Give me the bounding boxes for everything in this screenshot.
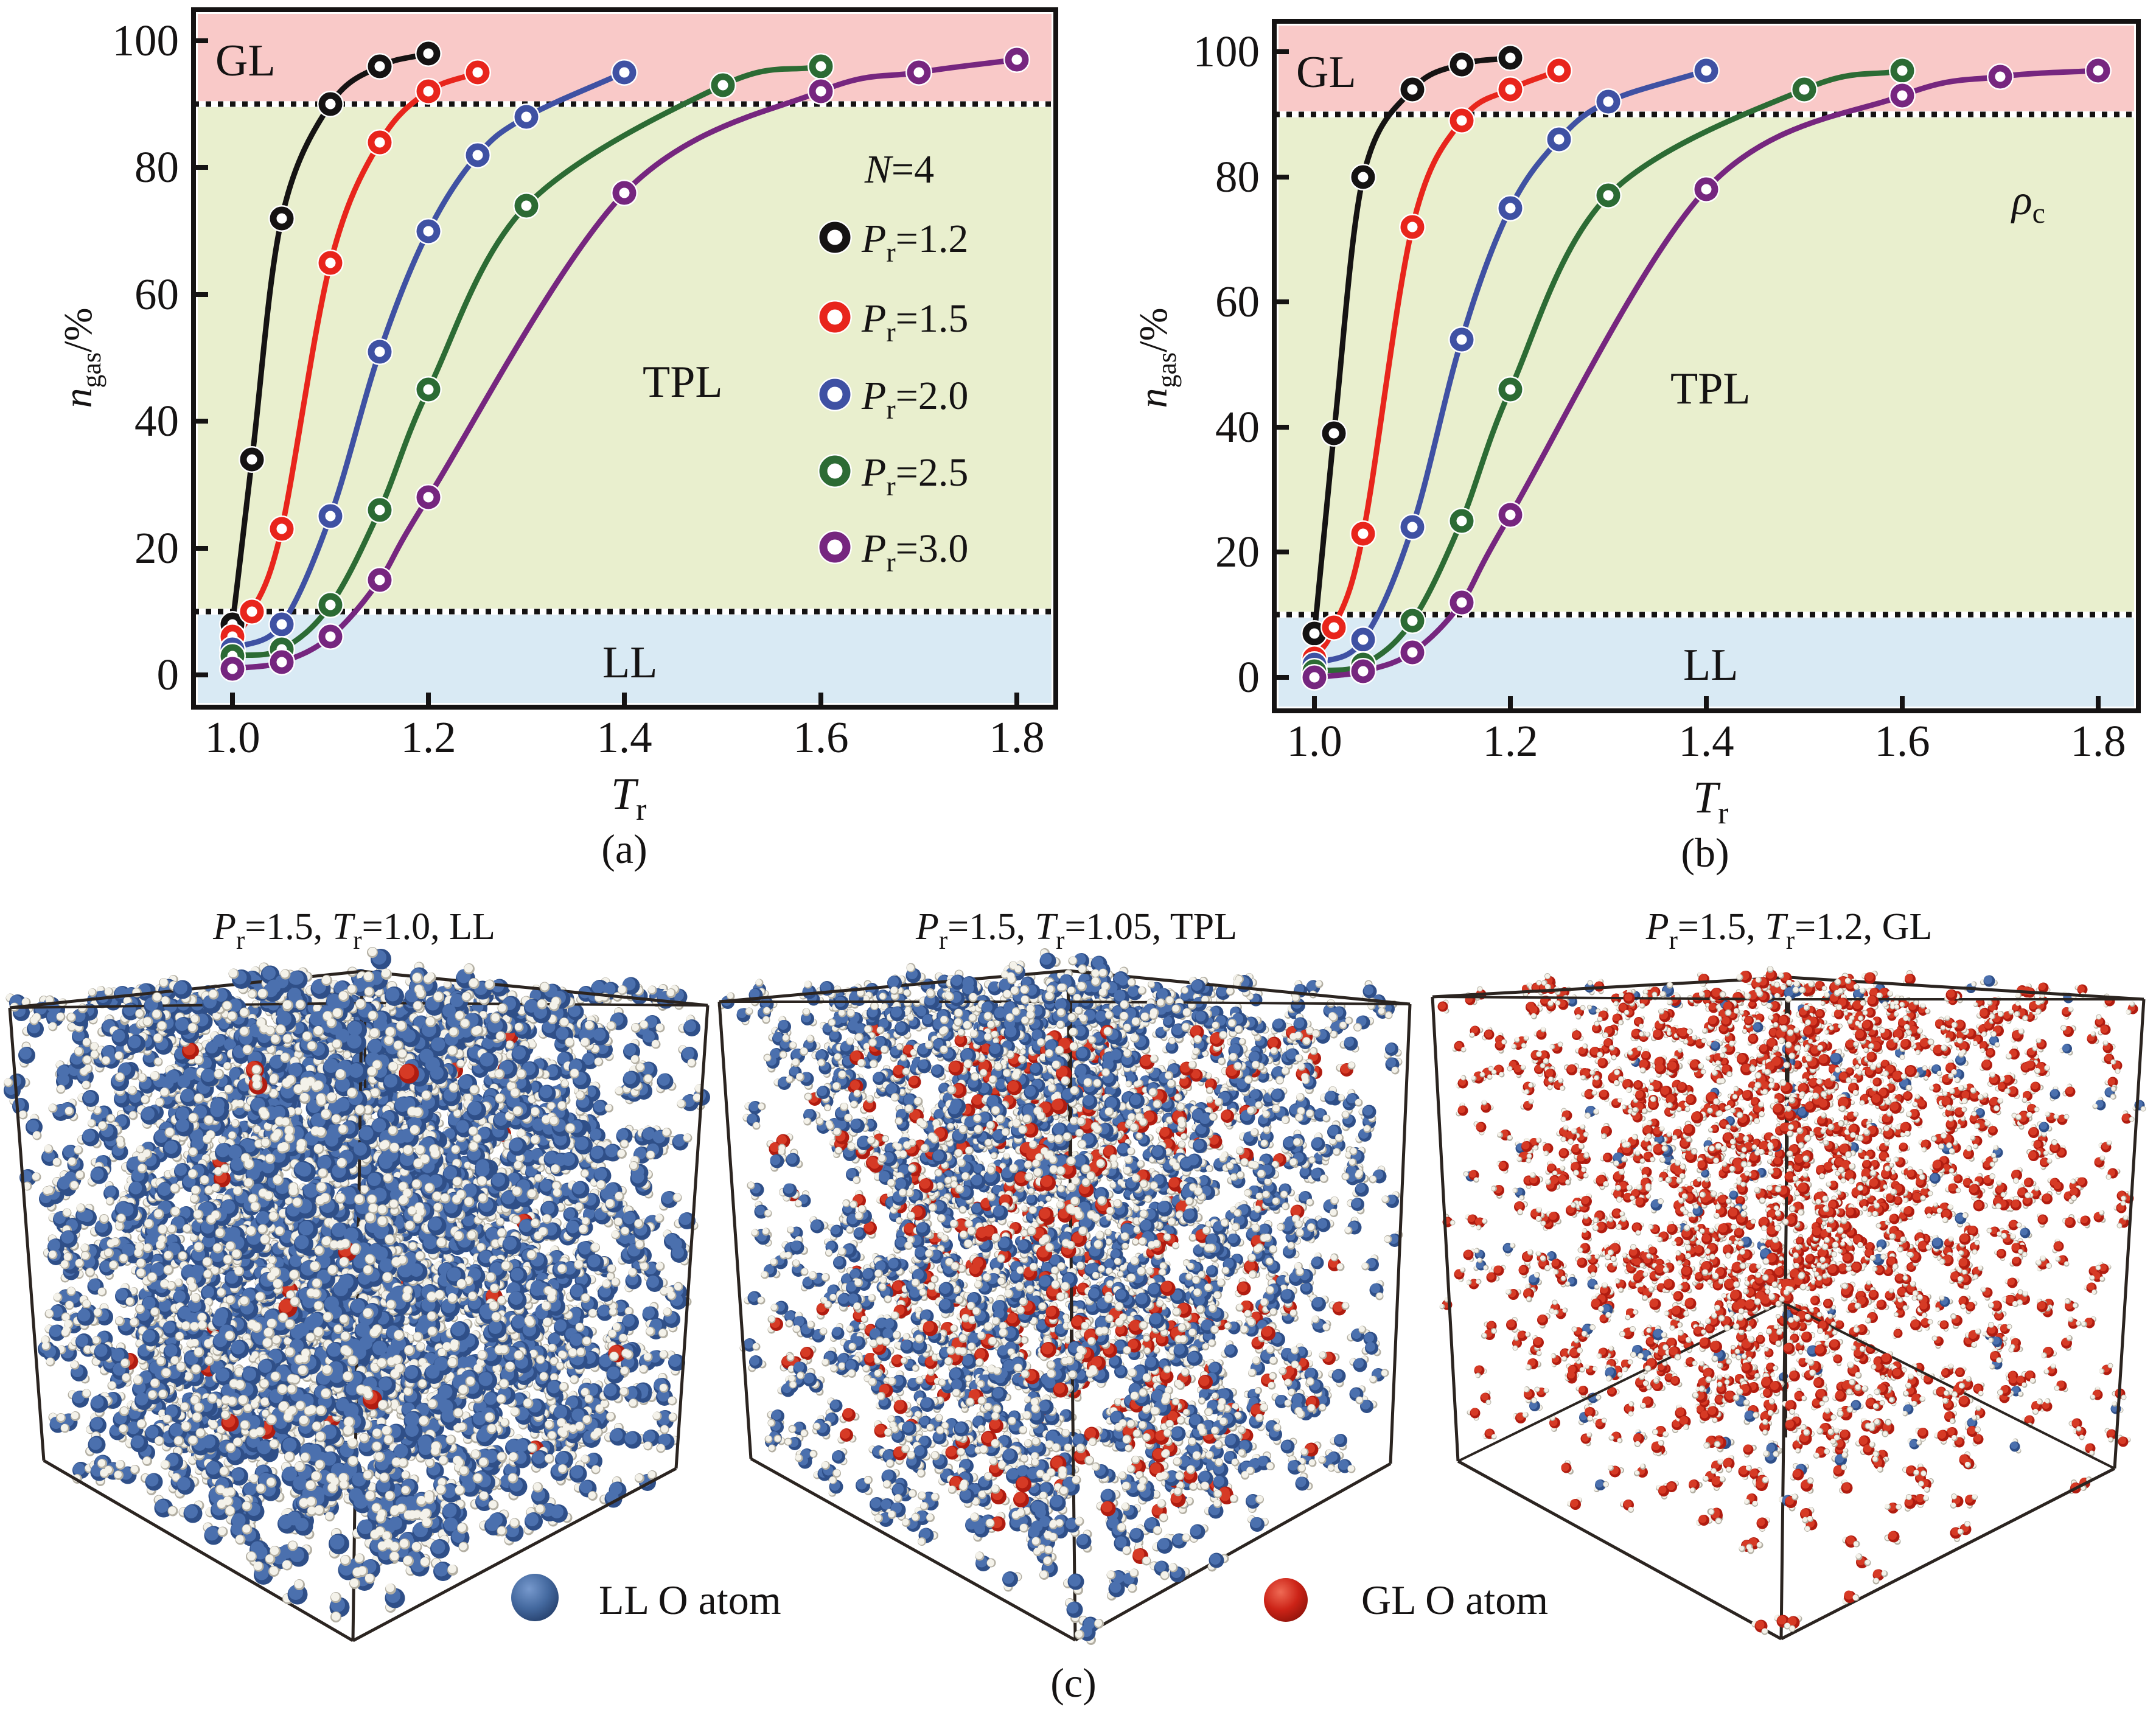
svg-text:GL O atom: GL O atom: [1361, 1577, 1548, 1623]
svg-text:Pr=2.0: Pr=2.0: [861, 374, 968, 425]
svg-text:40: 40: [134, 396, 179, 445]
svg-text:(c): (c): [1050, 1660, 1096, 1706]
svg-text:Pr=1.5, Tr=1.2, GL: Pr=1.5, Tr=1.2, GL: [1645, 906, 1933, 955]
svg-text:1.8: 1.8: [2070, 716, 2126, 766]
svg-text:TPL: TPL: [1670, 364, 1751, 414]
svg-text:(a): (a): [601, 826, 647, 872]
svg-text:20: 20: [134, 523, 179, 573]
svg-text:60: 60: [1215, 277, 1260, 326]
svg-text:1.8: 1.8: [989, 713, 1044, 762]
svg-text:1.4: 1.4: [1678, 716, 1734, 766]
svg-text:0: 0: [1238, 652, 1260, 702]
svg-text:(b): (b): [1681, 829, 1729, 876]
svg-text:N=4: N=4: [864, 147, 934, 192]
svg-text:LL: LL: [1683, 640, 1738, 690]
svg-text:0: 0: [157, 650, 180, 699]
svg-text:GL: GL: [1296, 47, 1356, 97]
svg-text:100: 100: [113, 16, 180, 65]
svg-text:1.6: 1.6: [1874, 716, 1930, 766]
svg-text:1.4: 1.4: [596, 713, 652, 762]
svg-text:20: 20: [1215, 527, 1260, 576]
svg-text:Pr=3.0: Pr=3.0: [861, 526, 968, 578]
svg-text:Pr=1.5, Tr=1.0, LL: Pr=1.5, Tr=1.0, LL: [212, 906, 495, 955]
svg-text:ngas/%: ngas/%: [56, 308, 106, 408]
svg-text:80: 80: [1215, 152, 1260, 201]
svg-text:LL: LL: [602, 638, 657, 688]
svg-text:80: 80: [134, 142, 179, 192]
svg-text:1.6: 1.6: [793, 713, 848, 762]
svg-text:1.0: 1.0: [1286, 716, 1342, 766]
svg-text:Pr=1.5, Tr=1.05, TPL: Pr=1.5, Tr=1.05, TPL: [915, 906, 1237, 955]
svg-text:40: 40: [1215, 402, 1260, 452]
svg-text:1.2: 1.2: [400, 713, 456, 762]
svg-text:TPL: TPL: [643, 357, 723, 407]
svg-text:1.0: 1.0: [204, 713, 260, 762]
svg-text:Pr=2.5: Pr=2.5: [861, 450, 968, 501]
svg-text:100: 100: [1193, 27, 1260, 76]
svg-text:GL: GL: [215, 36, 276, 86]
svg-text:60: 60: [134, 270, 179, 319]
svg-text:Pr=1.5: Pr=1.5: [861, 296, 968, 347]
svg-text:ngas/%: ngas/%: [1131, 308, 1182, 408]
svg-text:1.2: 1.2: [1482, 716, 1538, 766]
svg-text:LL O atom: LL O atom: [599, 1577, 781, 1623]
svg-text:Pr=1.2: Pr=1.2: [861, 217, 968, 268]
